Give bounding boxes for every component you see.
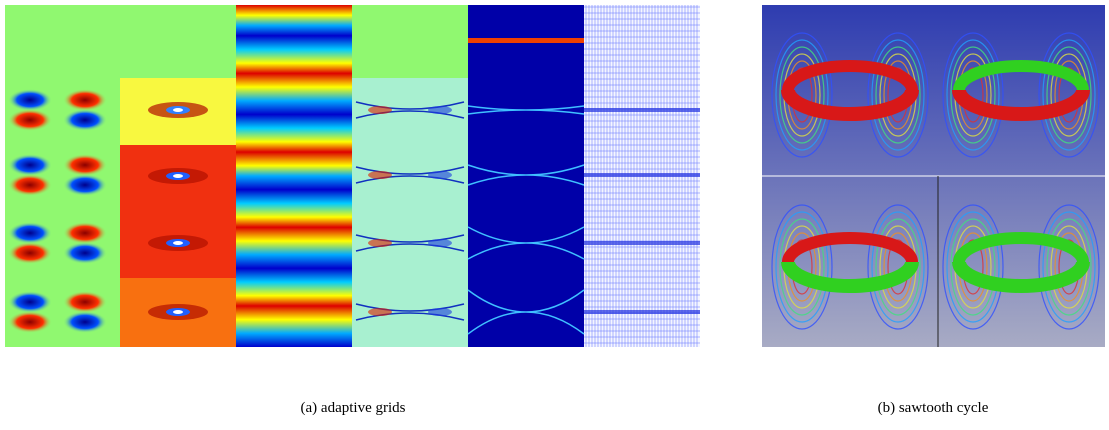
blob [368,239,392,247]
contour [1046,46,1092,144]
torus [781,89,919,121]
torus [952,89,1090,121]
contour [950,46,996,144]
current-sheet [355,101,465,119]
blob [428,239,452,247]
torus [952,261,1090,293]
blob [63,109,107,131]
contour [1038,32,1100,158]
contour [775,211,829,323]
blob [8,109,52,131]
mesh-dense [584,173,700,177]
contour [950,218,996,316]
contour [871,211,925,323]
blob [173,241,183,245]
blob [428,308,452,316]
contour [1038,204,1100,330]
blob [428,171,452,179]
blob [63,154,107,176]
lens [467,289,585,335]
highlight-line [468,38,584,43]
contour [942,32,1004,158]
contour [867,32,929,158]
blob [8,89,52,111]
caption: (a) adaptive grids [301,400,406,416]
blob [173,174,183,178]
contour [779,218,825,316]
contour [946,39,1000,151]
contour [875,46,921,144]
contour [771,204,833,330]
blob [63,311,107,333]
blob [63,174,107,196]
blob [368,106,392,114]
lens [467,226,585,260]
blob [8,242,52,264]
panel-bg [120,145,236,278]
blob [428,106,452,114]
contour [942,204,1004,330]
lens [467,105,585,115]
mesh-dense [584,241,700,245]
blob [8,291,52,313]
blob [8,222,52,244]
blob [173,108,183,112]
blob [8,174,52,196]
current-sheet [355,234,465,252]
panel-bg [236,5,352,347]
blob [63,89,107,111]
contour [1042,211,1096,323]
decoration [8,5,1100,347]
blob [63,242,107,264]
panel-bg [468,5,584,347]
torus [781,261,919,293]
contour [1046,218,1092,316]
blob [8,154,52,176]
panel-bg [120,5,236,78]
mesh-dense [584,108,700,112]
contour [875,218,921,316]
current-sheet [355,166,465,184]
caption: (b) sawtooth cycle [878,400,989,416]
current-sheet [355,303,465,321]
blob [173,310,183,314]
blob [368,171,392,179]
contour [946,211,1000,323]
mesh-dense [584,310,700,314]
contour [771,32,833,158]
contour [871,39,925,151]
blob [63,222,107,244]
contour [775,39,829,151]
contour [779,46,825,144]
lens [467,164,585,186]
blob [368,308,392,316]
contour [1042,39,1096,151]
panel-bg [352,5,468,78]
blob [63,291,107,313]
blob [8,311,52,333]
contour [867,204,929,330]
panel-bg [352,78,468,347]
